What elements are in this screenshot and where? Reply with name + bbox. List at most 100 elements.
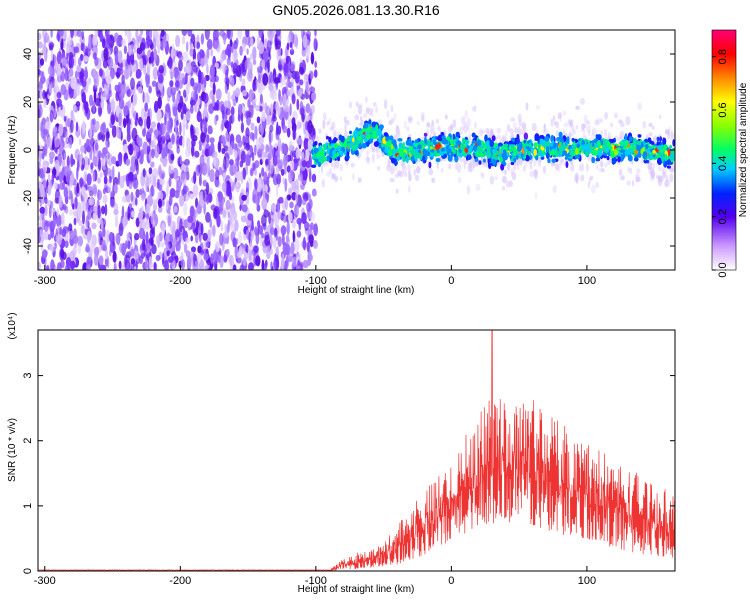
- spectrogram-noise-cell: [131, 258, 135, 265]
- spectrogram-noise-cell: [94, 142, 99, 151]
- spectrogram-noise-cell: [100, 123, 106, 135]
- spectrogram-noise-cell: [142, 141, 149, 155]
- spectrogram-noise-cell: [130, 191, 134, 202]
- spectrogram-noise-cell: [220, 53, 225, 63]
- spectrogram-noise-cell: [262, 50, 269, 62]
- spectrogram-noise-cell: [127, 144, 133, 151]
- spectrogram-noise-cell: [308, 249, 312, 261]
- spectrogram-halo-cell: [496, 161, 499, 167]
- spectrogram-halo-cell: [618, 168, 623, 176]
- chart-title: GN05.2026.081.13.30.R16: [272, 2, 440, 18]
- spectrogram-noise-cell: [102, 227, 106, 238]
- spectrogram-noise-cell: [59, 171, 63, 183]
- spectrogram-noise-cell: [110, 100, 116, 113]
- spectrogram-band-cell: [326, 135, 329, 140]
- spectrogram-halo-cell: [493, 176, 499, 181]
- spectrogram-noise-cell: [261, 214, 267, 227]
- spectrogram-noise-cell: [56, 51, 62, 65]
- spectrogram-noise-cell: [271, 90, 278, 101]
- spectrogram-noise-cell: [269, 234, 273, 248]
- spectrogram-halo-cell: [452, 119, 457, 128]
- spectrogram-noise-cell: [192, 48, 196, 62]
- spectrogram-noise-cell: [255, 137, 262, 149]
- spectrogram-noise-cell: [183, 243, 188, 254]
- spectrogram-noise-cell: [223, 254, 228, 263]
- spectrogram-halo-cell: [502, 175, 507, 184]
- spectrogram-noise-cell: [96, 72, 100, 84]
- spectrogram-noise-cell: [229, 38, 233, 48]
- spectrogram-noise-cell: [63, 152, 67, 160]
- spectrogram-noise-cell: [38, 51, 41, 60]
- spectrogram-noise-cell: [213, 38, 219, 50]
- spectrogram-halo-cell: [648, 122, 653, 128]
- spectrogram-noise-cell: [276, 173, 282, 185]
- spectrogram-noise-cell: [100, 98, 105, 110]
- spectrogram-noise-cell: [103, 175, 108, 185]
- spectrogram-band-cell: [423, 132, 428, 137]
- spectrogram-noise-cell: [98, 255, 104, 266]
- spectrogram-noise-cell: [297, 119, 300, 131]
- spectrogram-noise-cell: [192, 184, 199, 198]
- spectrogram-halo-cell: [659, 114, 662, 120]
- spectrogram-noise-cell: [284, 178, 288, 192]
- spectrogram-halo-cell: [642, 120, 647, 129]
- spectrogram-halo-cell: [437, 126, 441, 131]
- spectrogram-noise-cell: [168, 177, 172, 187]
- spectrogram-noise-cell: [42, 89, 46, 100]
- spectrogram-noise-cell: [52, 207, 56, 216]
- spectrogram-noise-cell: [145, 231, 149, 245]
- spectrogram-noise-cell: [107, 56, 114, 71]
- spectrogram-halo-cell: [557, 112, 562, 120]
- spectrogram-noise-cell: [214, 75, 219, 83]
- spectrogram-noise-cell: [127, 240, 131, 250]
- spectrogram-noise-cell: [39, 88, 43, 101]
- spectrogram-halo-cell: [428, 168, 433, 176]
- spectrogram-noise-cell: [155, 39, 162, 49]
- spectrogram-halo-cell: [509, 128, 514, 135]
- spectrogram-noise-cell: [282, 177, 286, 185]
- spectrogram-noise-cell: [127, 30, 132, 43]
- spectrogram-halo-cell: [456, 163, 462, 174]
- spectrogram-noise-cell: [165, 198, 169, 211]
- spectrogram-noise-cell: [209, 64, 215, 78]
- spectrogram-noise-cell: [226, 30, 231, 39]
- spectrogram-noise-cell: [130, 43, 135, 56]
- spectrogram-noise-cell: [56, 262, 62, 270]
- spectrogram-halo-cell: [533, 170, 538, 179]
- spectrogram-noise-cell: [245, 30, 250, 38]
- spectrogram-noise-cell: [311, 190, 317, 197]
- spectrogram-halo-cell: [365, 107, 370, 114]
- spectrogram-noise-cell: [70, 119, 74, 133]
- spectrogram-halo-cell: [321, 179, 325, 188]
- spectrogram-noise-cell: [309, 222, 314, 231]
- spectrogram-noise-cell: [39, 58, 45, 66]
- spectrogram-noise-cell: [115, 105, 120, 117]
- spectrogram-noise-cell: [100, 239, 106, 251]
- spectrogram-noise-cell: [48, 179, 52, 192]
- spectrogram-noise-cell: [224, 223, 227, 233]
- spectrogram-noise-cell: [289, 48, 295, 56]
- spectrogram-noise-cell: [248, 262, 254, 270]
- spectrogram-noise-cell: [234, 150, 238, 159]
- spectrogram-noise-cell: [78, 153, 83, 167]
- spectrogram-noise-cell: [250, 122, 255, 131]
- spectrogram-noise-cell: [226, 121, 232, 133]
- spectrogram-noise-cell: [42, 43, 47, 56]
- spectrogram-halo-cell: [596, 164, 599, 170]
- spectrogram-noise-cell: [290, 78, 295, 91]
- spectrogram-noise-cell: [38, 108, 41, 120]
- spectrogram-noise-cell: [66, 46, 70, 54]
- spectrogram-noise-cell: [291, 93, 296, 105]
- spectrogram-noise-cell: [135, 197, 138, 206]
- spectrogram-noise-cell: [305, 114, 310, 122]
- spectrogram-noise-cell: [227, 146, 233, 156]
- spectrogram-noise-cell: [213, 156, 217, 167]
- spectrogram-noise-cell: [220, 219, 223, 232]
- spectrogram-halo-cell: [390, 104, 394, 113]
- spectrogram-noise-cell: [202, 232, 208, 241]
- spectrogram-noise-cell: [118, 112, 122, 127]
- spectrogram-noise-cell: [225, 199, 231, 211]
- spectrogram-noise-cell: [105, 30, 110, 37]
- spectrogram-noise-cell: [107, 151, 110, 160]
- spectrogram-noise-cell: [223, 100, 230, 108]
